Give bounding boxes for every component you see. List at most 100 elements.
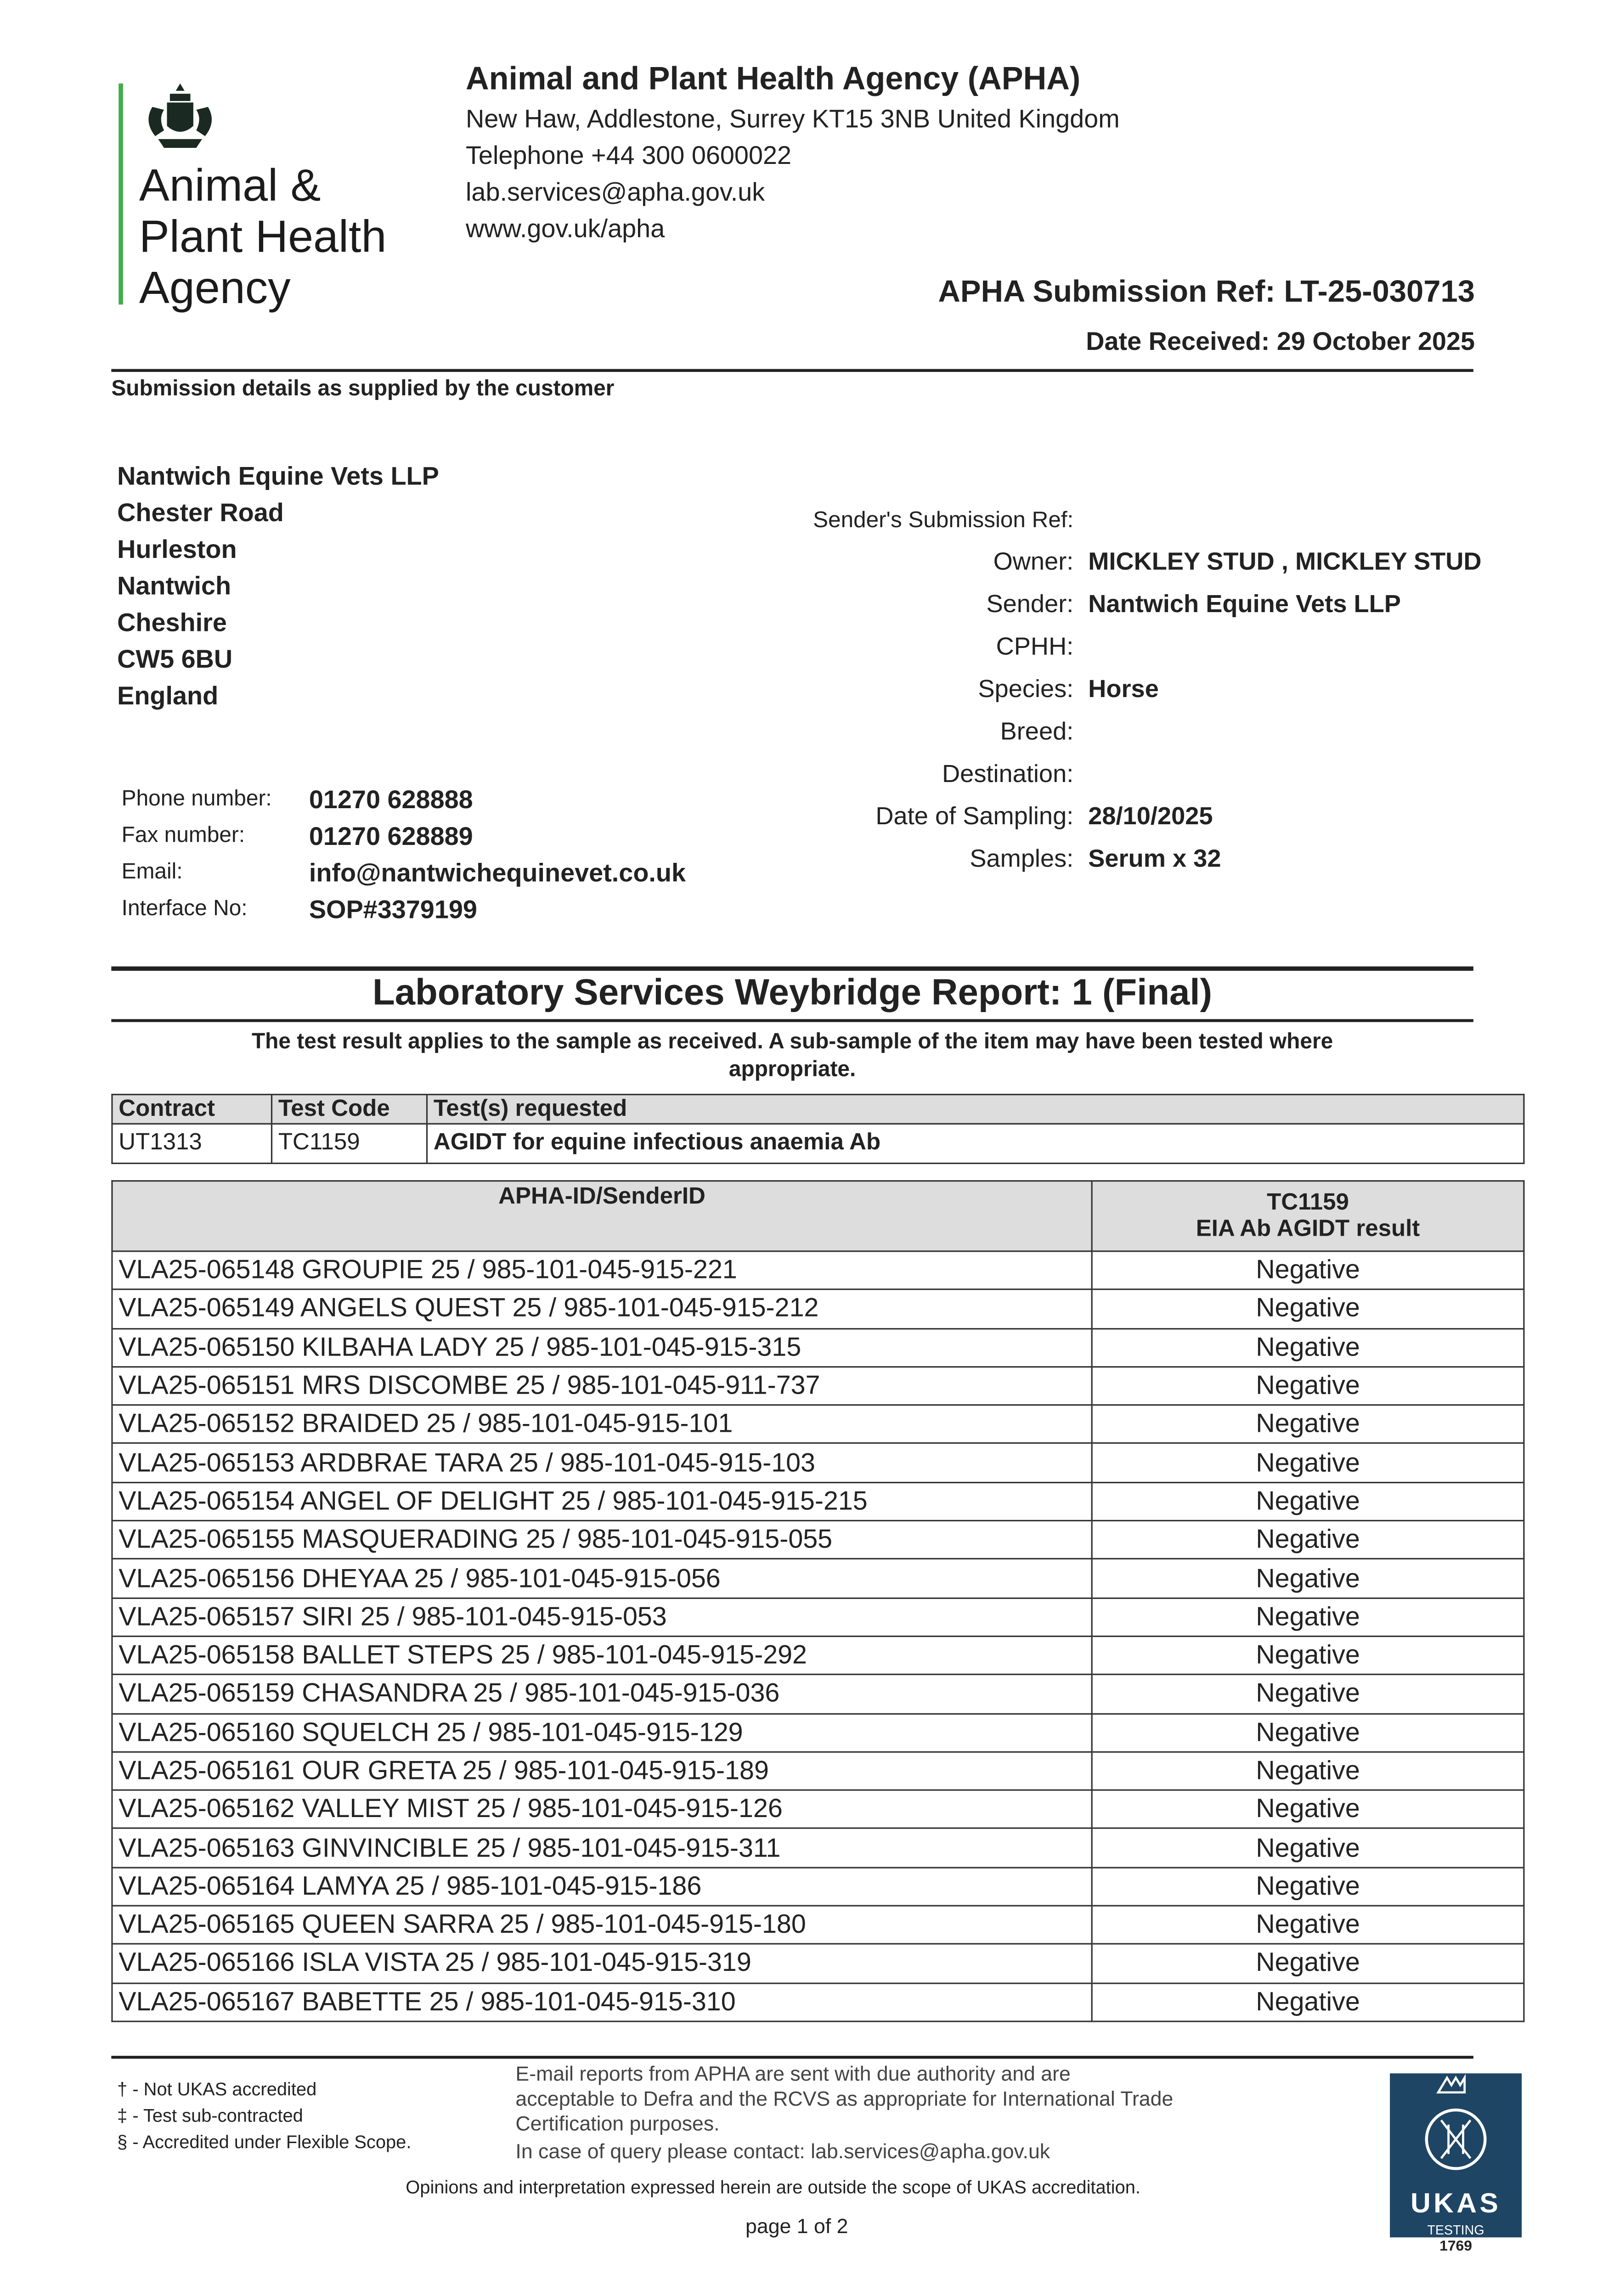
- sample-id: VLA25-065162 VALLEY MIST 25 / 985-101-04…: [111, 1790, 1093, 1830]
- field-value: 28/10/2025: [1088, 802, 1213, 830]
- ukas-disclaimer: Opinions and interpretation expressed he…: [406, 2177, 1141, 2198]
- result-value: Negative: [1091, 1443, 1525, 1483]
- result-value: Negative: [1091, 1481, 1525, 1522]
- sample-id: VLA25-065154 ANGEL OF DELIGHT 25 / 985-1…: [111, 1481, 1093, 1522]
- report-title: Laboratory Services Weybridge Report: 1 …: [372, 972, 1213, 1013]
- divider: [111, 369, 1473, 372]
- org-email: lab.services@apha.gov.uk: [466, 177, 765, 207]
- result-value: Negative: [1091, 1597, 1525, 1637]
- col-apha-id: APHA-ID/SenderID: [111, 1180, 1093, 1252]
- result-value: Negative: [1091, 1790, 1525, 1830]
- contract-value: UT1313: [111, 1123, 273, 1165]
- ukas-number: 1769: [1439, 2239, 1473, 2255]
- result-row: VLA25-065164 LAMYA 25 / 985-101-045-915-…: [111, 1866, 1525, 1907]
- result-row: VLA25-065167 BABETTE 25 / 985-101-045-91…: [111, 1982, 1525, 2022]
- result-value: Negative: [1091, 1751, 1525, 1791]
- sample-id: VLA25-065149 ANGELS QUEST 25 / 985-101-0…: [111, 1289, 1093, 1329]
- submission-heading: Submission details as supplied by the cu…: [111, 376, 615, 401]
- logo-green-bar: [119, 83, 123, 305]
- result-row: VLA25-065160 SQUELCH 25 / 985-101-045-91…: [111, 1712, 1525, 1753]
- address-line: Nantwich: [117, 571, 231, 601]
- test-code-value: TC1159: [271, 1123, 428, 1165]
- org-name: Animal and Plant Health Agency (APHA): [466, 60, 1081, 97]
- result-value: Negative: [1091, 1828, 1525, 1868]
- field-value: Nantwich Equine Vets LLP: [1088, 590, 1401, 618]
- sample-id: VLA25-065163 GINVINCIBLE 25 / 985-101-04…: [111, 1828, 1093, 1868]
- sample-id: VLA25-065157 SIRI 25 / 985-101-045-915-0…: [111, 1597, 1093, 1637]
- royal-crest-icon: [148, 83, 212, 148]
- results-header-row: APHA-ID/SenderID TC1159 EIA Ab AGIDT res…: [111, 1180, 1525, 1252]
- address-line: Nantwich Equine Vets LLP: [117, 461, 439, 491]
- result-value: Negative: [1091, 1674, 1525, 1714]
- field-label: Sender:: [986, 590, 1074, 618]
- ukas-logo: UKAS TESTING: [1390, 2073, 1522, 2238]
- email-note-line: acceptable to Defra and the RCVS as appr…: [515, 2086, 1174, 2110]
- divider: [111, 1019, 1473, 1022]
- col-tests-requested: Test(s) requested: [426, 1093, 1525, 1125]
- ukas-type: TESTING: [1427, 2223, 1484, 2238]
- ukas-name: UKAS: [1410, 2189, 1501, 2220]
- divider: [111, 966, 1473, 971]
- org-address: New Haw, Addlestone, Surrey KT15 3NB Uni…: [466, 104, 1120, 134]
- report-note-cont: appropriate.: [728, 1057, 856, 1082]
- result-row: VLA25-065155 MASQUERADING 25 / 985-101-0…: [111, 1520, 1525, 1560]
- contact-value: 01270 628889: [309, 821, 473, 851]
- result-value: Negative: [1091, 1250, 1525, 1291]
- result-row: VLA25-065165 QUEEN SARRA 25 / 985-101-04…: [111, 1905, 1525, 1945]
- logo-text-line3: Agency: [139, 262, 291, 314]
- result-row: VLA25-065157 SIRI 25 / 985-101-045-915-0…: [111, 1597, 1525, 1637]
- sample-id: VLA25-065158 BALLET STEPS 25 / 985-101-0…: [111, 1635, 1093, 1676]
- col-contract: Contract: [111, 1093, 273, 1125]
- email-note-line: Certification purposes.: [515, 2111, 720, 2135]
- result-value: Negative: [1091, 1905, 1525, 1945]
- org-telephone: Telephone +44 300 0600022: [466, 141, 792, 170]
- result-value: Negative: [1091, 1327, 1525, 1367]
- address-line: Hurleston: [117, 534, 237, 564]
- result-row: VLA25-065166 ISLA VISTA 25 / 985-101-045…: [111, 1943, 1525, 1984]
- result-value: Negative: [1091, 1943, 1525, 1984]
- sample-id: VLA25-065151 MRS DISCOMBE 25 / 985-101-0…: [111, 1366, 1093, 1406]
- sample-id: VLA25-065161 OUR GRETA 25 / 985-101-045-…: [111, 1751, 1093, 1791]
- result-row: VLA25-065154 ANGEL OF DELIGHT 25 / 985-1…: [111, 1481, 1525, 1522]
- result-row: VLA25-065159 CHASANDRA 25 / 985-101-045-…: [111, 1674, 1525, 1714]
- divider: [111, 2055, 1473, 2059]
- footnote: ‡ - Test sub-contracted: [117, 2105, 303, 2126]
- field-label: Owner:: [993, 547, 1074, 576]
- result-row: VLA25-065151 MRS DISCOMBE 25 / 985-101-0…: [111, 1366, 1525, 1406]
- contact-label: Phone number:: [121, 786, 272, 811]
- sample-id: VLA25-065153 ARDBRAE TARA 25 / 985-101-0…: [111, 1443, 1093, 1483]
- logo-text-line2: Plant Health: [139, 211, 387, 262]
- contract-row: UT1313 TC1159 AGIDT for equine infectiou…: [111, 1123, 1525, 1165]
- sample-id: VLA25-065159 CHASANDRA 25 / 985-101-045-…: [111, 1674, 1093, 1714]
- result-row: VLA25-065152 BRAIDED 25 / 985-101-045-91…: [111, 1404, 1525, 1445]
- result-row: VLA25-065149 ANGELS QUEST 25 / 985-101-0…: [111, 1289, 1525, 1329]
- sample-id: VLA25-065160 SQUELCH 25 / 985-101-045-91…: [111, 1712, 1093, 1753]
- result-value: Negative: [1091, 1558, 1525, 1599]
- sample-id: VLA25-065164 LAMYA 25 / 985-101-045-915-…: [111, 1866, 1093, 1907]
- email-note-line: E-mail reports from APHA are sent with d…: [515, 2061, 1071, 2085]
- field-label: CPHH:: [996, 632, 1074, 661]
- sample-id: VLA25-065156 DHEYAA 25 / 985-101-045-915…: [111, 1558, 1093, 1599]
- result-test-name: EIA Ab AGIDT result: [1196, 1216, 1420, 1241]
- result-value: Negative: [1091, 1289, 1525, 1329]
- result-row: VLA25-065161 OUR GRETA 25 / 985-101-045-…: [111, 1751, 1525, 1791]
- col-test-code: Test Code: [271, 1093, 428, 1125]
- col-result: TC1159 EIA Ab AGIDT result: [1091, 1180, 1525, 1252]
- field-value: Horse: [1088, 675, 1159, 703]
- results-table: APHA-ID/SenderID TC1159 EIA Ab AGIDT res…: [111, 1180, 1525, 2022]
- address-line: CW5 6BU: [117, 644, 233, 674]
- result-row: VLA25-065162 VALLEY MIST 25 / 985-101-04…: [111, 1790, 1525, 1830]
- submission-ref: APHA Submission Ref: LT-25-030713: [938, 275, 1475, 309]
- result-value: Negative: [1091, 1520, 1525, 1560]
- field-label: Samples:: [970, 844, 1074, 873]
- contact-value: 01270 628888: [309, 785, 473, 814]
- page-number: page 1 of 2: [745, 2214, 848, 2238]
- result-row: VLA25-065163 GINVINCIBLE 25 / 985-101-04…: [111, 1828, 1525, 1868]
- contact-value: SOP#3379199: [309, 895, 477, 924]
- result-test-code: TC1159: [1267, 1189, 1349, 1215]
- result-value: Negative: [1091, 1635, 1525, 1676]
- sample-id: VLA25-065152 BRAIDED 25 / 985-101-045-91…: [111, 1404, 1093, 1445]
- field-label: Species:: [978, 675, 1074, 703]
- result-value: Negative: [1091, 1404, 1525, 1445]
